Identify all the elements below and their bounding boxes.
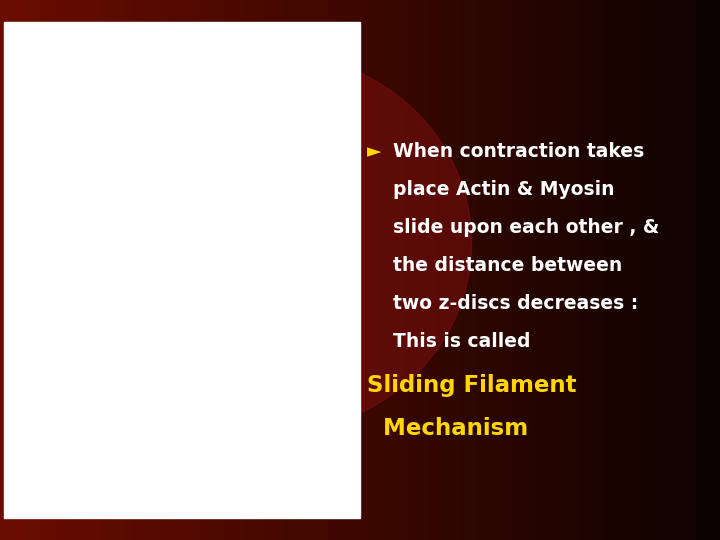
Text: Mechanism: Mechanism bbox=[366, 417, 528, 440]
Text: ►: ► bbox=[366, 142, 381, 161]
Text: When contraction takes: When contraction takes bbox=[393, 142, 644, 161]
Text: place Actin & Myosin: place Actin & Myosin bbox=[393, 180, 614, 199]
Text: Sliding Filament: Sliding Filament bbox=[366, 374, 576, 397]
Text: This is called: This is called bbox=[393, 332, 531, 351]
Text: the distance between: the distance between bbox=[393, 256, 622, 275]
Text: slide upon each other , &: slide upon each other , & bbox=[393, 218, 659, 237]
Bar bbox=[4, 22, 360, 518]
Ellipse shape bbox=[76, 54, 472, 432]
Text: two z-discs decreases :: two z-discs decreases : bbox=[393, 294, 638, 313]
